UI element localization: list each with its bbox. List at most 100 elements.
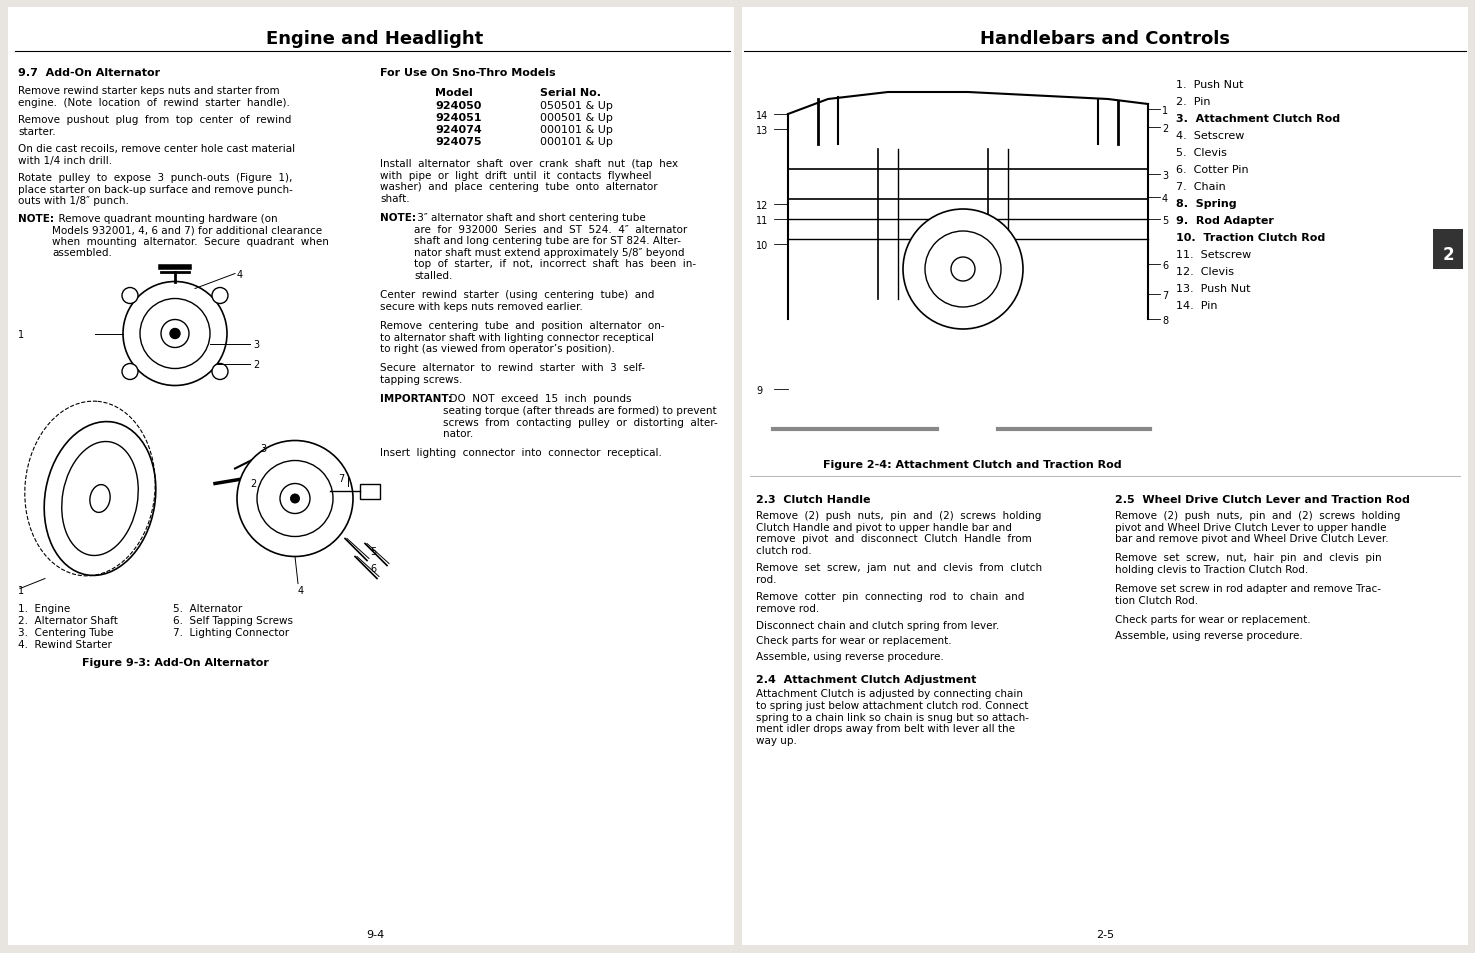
Text: Model: Model xyxy=(435,88,473,98)
Text: 10.  Traction Clutch Rod: 10. Traction Clutch Rod xyxy=(1176,233,1325,243)
Text: Remove  (2)  push  nuts,  pin  and  (2)  screws  holding
pivot and Wheel Drive C: Remove (2) push nuts, pin and (2) screws… xyxy=(1115,511,1400,543)
Text: 9: 9 xyxy=(757,386,763,395)
Text: 2.3  Clutch Handle: 2.3 Clutch Handle xyxy=(757,495,870,504)
Ellipse shape xyxy=(62,442,139,556)
Text: 6: 6 xyxy=(1162,261,1168,271)
Bar xyxy=(7,8,735,945)
Text: Rotate  pulley  to  expose  3  punch-outs  (Figure  1),
place starter on back-up: Rotate pulley to expose 3 punch-outs (Fi… xyxy=(18,172,294,206)
Text: 5: 5 xyxy=(370,547,376,557)
Circle shape xyxy=(122,364,139,380)
Circle shape xyxy=(161,320,189,348)
Text: 12: 12 xyxy=(757,201,768,211)
Text: 6: 6 xyxy=(370,564,376,574)
Text: Figure 2-4: Attachment Clutch and Traction Rod: Figure 2-4: Attachment Clutch and Tracti… xyxy=(823,459,1121,470)
Text: 924050: 924050 xyxy=(435,101,481,111)
Text: 3.  Attachment Clutch Rod: 3. Attachment Clutch Rod xyxy=(1176,113,1341,124)
Text: 1: 1 xyxy=(18,586,24,596)
Text: 1: 1 xyxy=(18,330,24,340)
Text: 2.  Alternator Shaft: 2. Alternator Shaft xyxy=(18,616,118,626)
Text: Center  rewind  starter  (using  centering  tube)  and
secure with keps nuts rem: Center rewind starter (using centering t… xyxy=(381,290,655,312)
Text: 9-4: 9-4 xyxy=(366,929,384,939)
Circle shape xyxy=(280,484,310,514)
Text: 9.  Rod Adapter: 9. Rod Adapter xyxy=(1176,215,1274,226)
Text: 14.  Pin: 14. Pin xyxy=(1176,301,1217,311)
Text: Check parts for wear or replacement.: Check parts for wear or replacement. xyxy=(1115,615,1311,625)
Text: Handlebars and Controls: Handlebars and Controls xyxy=(979,30,1230,48)
Text: 4.  Setscrew: 4. Setscrew xyxy=(1176,131,1245,141)
Text: Engine and Headlight: Engine and Headlight xyxy=(267,30,484,48)
Text: 2: 2 xyxy=(254,360,260,370)
Text: 2: 2 xyxy=(1443,246,1454,264)
Circle shape xyxy=(291,494,299,504)
Text: 2.4  Attachment Clutch Adjustment: 2.4 Attachment Clutch Adjustment xyxy=(757,675,976,685)
Text: Remove  set  screw,  jam  nut  and  clevis  from  clutch
rod.: Remove set screw, jam nut and clevis fro… xyxy=(757,562,1043,584)
Text: 924074: 924074 xyxy=(435,125,482,135)
Text: Remove  cotter  pin  connecting  rod  to  chain  and
remove rod.: Remove cotter pin connecting rod to chai… xyxy=(757,592,1024,613)
Circle shape xyxy=(122,282,227,386)
Text: Assemble, using reverse procedure.: Assemble, using reverse procedure. xyxy=(1115,630,1302,640)
Text: 12.  Clevis: 12. Clevis xyxy=(1176,267,1235,276)
Text: 8.  Spring: 8. Spring xyxy=(1176,199,1236,209)
Text: Insert  lighting  connector  into  connector  receptical.: Insert lighting connector into connector… xyxy=(381,448,662,458)
Text: NOTE:: NOTE: xyxy=(381,213,416,223)
Text: On die cast recoils, remove center hole cast material
with 1/4 inch drill.: On die cast recoils, remove center hole … xyxy=(18,144,295,166)
Text: Remove  pushout  plug  from  top  center  of  rewind
starter.: Remove pushout plug from top center of r… xyxy=(18,115,292,136)
Text: 11.  Setscrew: 11. Setscrew xyxy=(1176,250,1251,260)
Text: Figure 9-3: Add-On Alternator: Figure 9-3: Add-On Alternator xyxy=(81,658,268,668)
Circle shape xyxy=(257,461,333,537)
Text: Check parts for wear or replacement.: Check parts for wear or replacement. xyxy=(757,636,951,646)
Text: For Use On Sno-Thro Models: For Use On Sno-Thro Models xyxy=(381,68,556,78)
Circle shape xyxy=(122,288,139,304)
Circle shape xyxy=(170,329,180,339)
Text: Serial No.: Serial No. xyxy=(540,88,600,98)
Text: 7.  Lighting Connector: 7. Lighting Connector xyxy=(173,628,289,638)
Circle shape xyxy=(903,210,1024,330)
Text: 3″ alternator shaft and short centering tube
are  for  932000  Series  and  ST  : 3″ alternator shaft and short centering … xyxy=(414,213,696,281)
Text: 1.  Engine: 1. Engine xyxy=(18,604,71,614)
Text: 10: 10 xyxy=(757,241,768,251)
Text: 6.  Cotter Pin: 6. Cotter Pin xyxy=(1176,165,1249,174)
Text: 1.  Push Nut: 1. Push Nut xyxy=(1176,80,1243,90)
Circle shape xyxy=(140,299,209,369)
Text: DO  NOT  exceed  15  inch  pounds
seating torque (after threads are formed) to p: DO NOT exceed 15 inch pounds seating tor… xyxy=(442,395,718,438)
Text: 6.  Self Tapping Screws: 6. Self Tapping Screws xyxy=(173,616,294,626)
Circle shape xyxy=(212,288,229,304)
Text: Secure  alternator  to  rewind  starter  with  3  self-
tapping screws.: Secure alternator to rewind starter with… xyxy=(381,363,645,385)
Text: Remove  set  screw,  nut,  hair  pin  and  clevis  pin
holding clevis to Tractio: Remove set screw, nut, hair pin and clev… xyxy=(1115,553,1382,575)
Text: 5.  Clevis: 5. Clevis xyxy=(1176,148,1227,158)
Text: 13: 13 xyxy=(757,126,768,136)
Text: 924051: 924051 xyxy=(435,112,481,123)
Text: 3: 3 xyxy=(1162,171,1168,181)
Text: 5: 5 xyxy=(1162,215,1168,226)
Bar xyxy=(360,484,381,499)
Text: 050501 & Up: 050501 & Up xyxy=(540,101,614,111)
Bar xyxy=(1434,230,1463,270)
Text: 000501 & Up: 000501 & Up xyxy=(540,112,614,123)
Text: 2-5: 2-5 xyxy=(1096,929,1114,939)
Text: Install  alternator  shaft  over  crank  shaft  nut  (tap  hex
with  pipe  or  l: Install alternator shaft over crank shaf… xyxy=(381,159,678,204)
Text: 2.5  Wheel Drive Clutch Lever and Traction Rod: 2.5 Wheel Drive Clutch Lever and Tractio… xyxy=(1115,495,1410,504)
Text: 7.  Chain: 7. Chain xyxy=(1176,182,1226,192)
Text: Attachment Clutch is adjusted by connecting chain
to spring just below attachmen: Attachment Clutch is adjusted by connect… xyxy=(757,689,1030,745)
Text: 14: 14 xyxy=(757,111,768,121)
Ellipse shape xyxy=(90,485,111,513)
Text: Disconnect chain and clutch spring from lever.: Disconnect chain and clutch spring from … xyxy=(757,620,999,630)
Circle shape xyxy=(925,232,1002,308)
Text: 4.  Rewind Starter: 4. Rewind Starter xyxy=(18,639,112,650)
Text: 9.7  Add-On Alternator: 9.7 Add-On Alternator xyxy=(18,68,161,78)
Text: 8: 8 xyxy=(1162,315,1168,326)
Text: 13.  Push Nut: 13. Push Nut xyxy=(1176,284,1251,294)
Text: 000101 & Up: 000101 & Up xyxy=(540,137,614,147)
Text: Remove quadrant mounting hardware (on
Models 932001, 4, 6 and 7) for additional : Remove quadrant mounting hardware (on Mo… xyxy=(52,213,329,258)
Text: 000101 & Up: 000101 & Up xyxy=(540,125,614,135)
Text: 4: 4 xyxy=(298,586,304,596)
Text: 2: 2 xyxy=(249,479,257,489)
Text: Remove set screw in rod adapter and remove Trac-
tion Clutch Rod.: Remove set screw in rod adapter and remo… xyxy=(1115,584,1381,605)
Text: 4: 4 xyxy=(237,271,243,280)
Text: 2.  Pin: 2. Pin xyxy=(1176,97,1211,107)
Text: 3: 3 xyxy=(260,444,266,454)
Text: 7: 7 xyxy=(1162,291,1168,301)
Text: 3: 3 xyxy=(254,340,260,350)
Text: 924075: 924075 xyxy=(435,137,481,147)
Circle shape xyxy=(237,441,353,557)
